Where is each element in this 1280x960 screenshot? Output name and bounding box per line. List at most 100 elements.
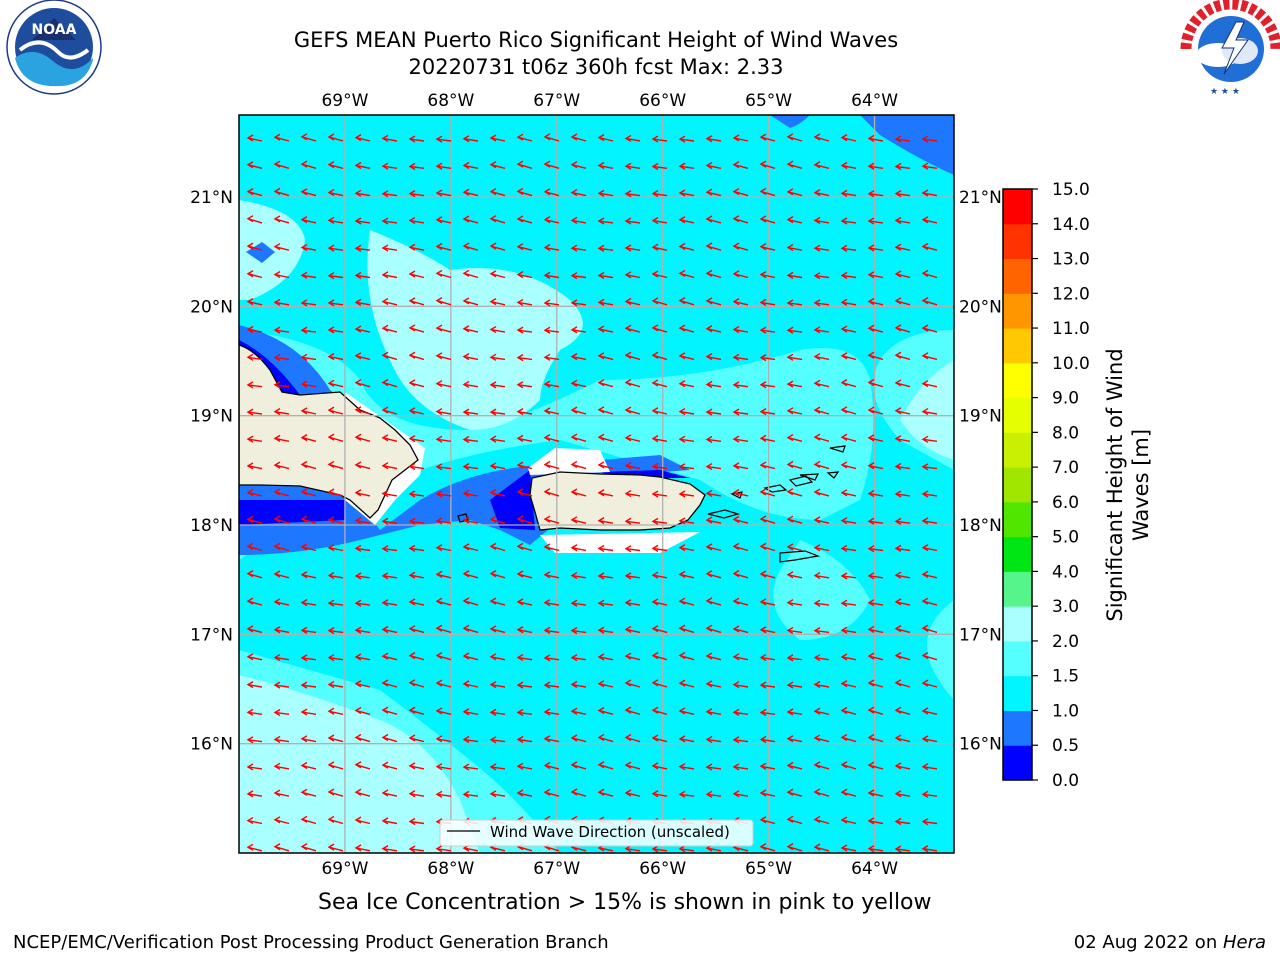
national-weather-service-logo-icon: ★ ★ ★ — [1180, 0, 1280, 97]
wave-direction-arrow — [409, 138, 425, 142]
lon-tick-bottom: 65°W — [745, 859, 792, 879]
wave-direction-arrow — [355, 492, 371, 497]
wave-direction-arrowhead — [354, 244, 362, 252]
wave-direction-arrowhead — [300, 434, 308, 442]
wave-direction-arrowhead — [273, 215, 281, 223]
wave-direction-arrowhead — [435, 435, 443, 443]
wave-direction-arrow — [571, 219, 587, 224]
wave-direction-arrow — [490, 628, 506, 634]
wave-direction-arrow — [355, 602, 371, 606]
wave-direction-arrow — [679, 710, 695, 715]
wave-direction-arrowhead — [894, 270, 902, 278]
wave-direction-arrowhead — [624, 324, 632, 332]
wave-direction-arrow — [922, 820, 938, 825]
wave-direction-arrowhead — [246, 161, 254, 169]
wave-direction-arrowhead — [894, 190, 902, 198]
wave-direction-arrowhead — [327, 571, 335, 580]
wave-direction-arrowhead — [867, 406, 875, 414]
wave-direction-arrowhead — [435, 517, 443, 525]
wave-direction-arrow — [760, 738, 776, 743]
wave-direction-arrowhead — [813, 433, 821, 441]
wave-direction-arrow — [490, 328, 506, 333]
wave-direction-arrow — [571, 355, 587, 361]
wave-direction-arrow — [625, 602, 641, 606]
wave-direction-arrow — [760, 410, 776, 415]
wave-direction-arrowhead — [813, 488, 821, 496]
wave-direction-arrowhead — [732, 625, 740, 633]
wave-direction-arrow — [436, 438, 452, 442]
wave-direction-arrowhead — [408, 625, 416, 633]
wave-direction-arrowhead — [381, 244, 389, 252]
wave-direction-arrowhead — [516, 515, 524, 523]
wave-direction-arrow — [733, 711, 749, 715]
wave-direction-arrowhead — [651, 243, 659, 251]
wave-direction-arrowhead — [381, 297, 389, 306]
wave-direction-arrowhead — [516, 215, 524, 223]
wave-direction-arrowhead — [273, 298, 281, 307]
wave-direction-arrowhead — [867, 789, 875, 797]
wave-direction-arrowhead — [489, 708, 497, 716]
wave-direction-arrowhead — [354, 626, 362, 634]
wave-direction-arrow — [922, 848, 938, 852]
wave-direction-arrowhead — [705, 297, 713, 305]
wave-direction-arrowhead — [678, 544, 686, 552]
colorbar-segment — [1003, 536, 1032, 572]
wave-direction-arrowhead — [597, 325, 605, 333]
wave-direction-arrow — [436, 520, 452, 524]
wave-direction-arrowhead — [489, 270, 497, 278]
wave-direction-arrowhead — [354, 816, 362, 824]
wave-direction-arrow — [247, 328, 263, 333]
wave-direction-arrowhead — [678, 490, 686, 498]
wave-direction-arrowhead — [786, 271, 794, 279]
wave-direction-arrowhead — [840, 572, 848, 580]
wave-direction-arrow — [382, 792, 398, 797]
wave-direction-arrowhead — [381, 190, 389, 198]
wave-direction-arrowhead — [543, 160, 551, 168]
wave-direction-arrow — [625, 520, 641, 524]
wave-direction-arrowhead — [894, 324, 902, 332]
wave-direction-arrow — [544, 629, 560, 634]
wave-direction-arrowhead — [921, 490, 929, 498]
wave-direction-arrowhead — [894, 135, 902, 143]
wave-direction-arrowhead — [759, 271, 767, 279]
wave-direction-arrowhead — [246, 597, 254, 605]
wave-direction-arrowhead — [489, 763, 497, 771]
wave-direction-arrowhead — [300, 271, 308, 279]
wave-direction-arrow — [328, 355, 344, 361]
wave-direction-arrow — [355, 301, 371, 306]
wave-direction-arrowhead — [894, 490, 902, 498]
wave-direction-arrowhead — [840, 680, 848, 688]
wave-direction-arrow — [679, 493, 695, 497]
wave-direction-arrow — [868, 792, 884, 797]
wave-direction-arrowhead — [408, 135, 416, 143]
wave-direction-arrowhead — [678, 242, 686, 251]
wave-direction-arrow — [355, 575, 371, 579]
wave-direction-arrowhead — [732, 187, 740, 196]
wave-direction-arrowhead — [381, 462, 389, 470]
wave-direction-arrowhead — [300, 543, 308, 551]
wave-direction-arrowhead — [543, 681, 551, 689]
wave-direction-arrow — [301, 629, 317, 634]
wave-direction-arrowhead — [381, 733, 389, 742]
wave-direction-arrow — [463, 793, 479, 797]
noaa-logo-text: NOAA — [32, 22, 77, 38]
wave-direction-arrowhead — [786, 571, 794, 579]
wave-direction-arrowhead — [327, 599, 335, 607]
wave-direction-arrowhead — [705, 215, 713, 223]
wave-direction-arrow — [814, 219, 830, 224]
wave-direction-arrowhead — [651, 490, 659, 498]
wave-direction-arrowhead — [705, 269, 713, 277]
wave-direction-arrow — [409, 765, 425, 770]
wave-direction-arrow — [517, 684, 533, 688]
wave-direction-arrowhead — [678, 597, 686, 605]
wave-direction-arrow — [274, 656, 290, 661]
wave-direction-arrow — [247, 356, 263, 361]
colorbar-segment — [1003, 189, 1032, 225]
wave-direction-arrowhead — [651, 544, 659, 553]
wave-direction-arrowhead — [381, 625, 389, 634]
wave-direction-arrowhead — [543, 761, 551, 770]
wave-direction-arrowhead — [381, 134, 389, 143]
wave-direction-arrowhead — [732, 515, 740, 523]
wave-direction-arrow — [760, 301, 776, 306]
wave-direction-arrow — [706, 191, 722, 197]
